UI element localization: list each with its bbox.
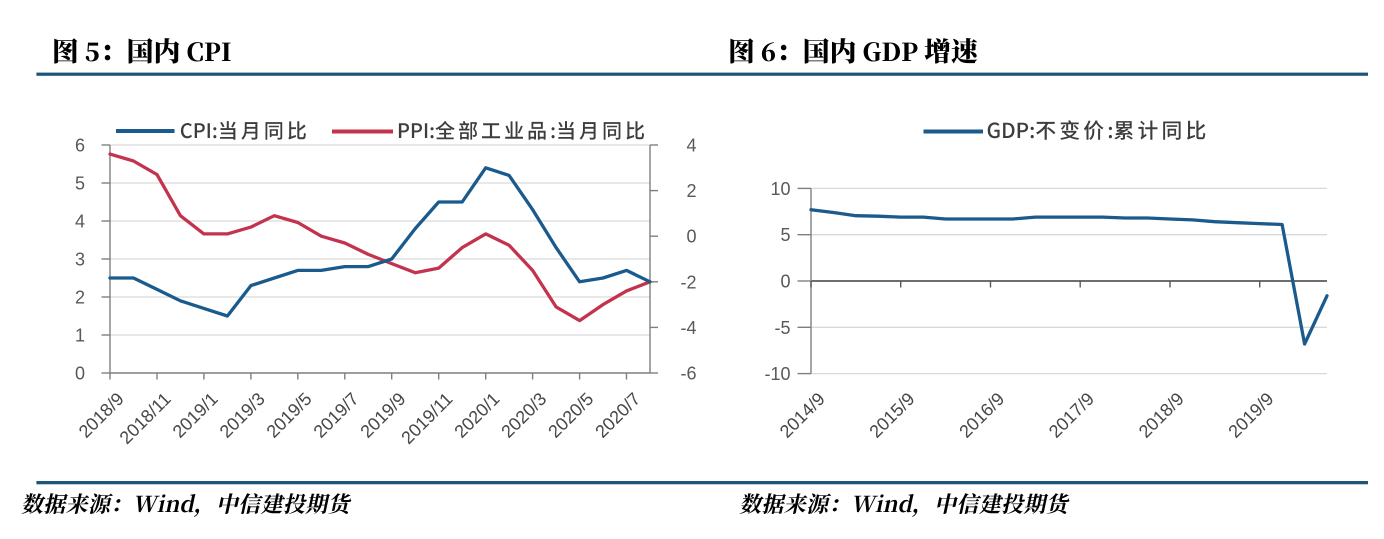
svg-text:-4: -4 (680, 318, 696, 338)
svg-text:10: 10 (770, 179, 790, 199)
svg-text:-2: -2 (680, 272, 696, 292)
svg-text:-10: -10 (764, 364, 790, 384)
svg-text:4: 4 (686, 136, 696, 156)
svg-text:0: 0 (686, 227, 696, 247)
svg-text:4: 4 (75, 212, 85, 232)
svg-text:1: 1 (75, 326, 85, 346)
svg-text:-5: -5 (774, 318, 790, 338)
svg-text:0: 0 (780, 272, 790, 292)
svg-text:-6: -6 (680, 364, 696, 384)
svg-text:2: 2 (686, 181, 696, 201)
svg-text:3: 3 (75, 250, 85, 270)
svg-text:0: 0 (75, 364, 85, 384)
svg-text:2: 2 (75, 288, 85, 308)
svg-text:6: 6 (75, 136, 85, 156)
svg-text:5: 5 (75, 174, 85, 194)
svg-text:5: 5 (780, 225, 790, 245)
